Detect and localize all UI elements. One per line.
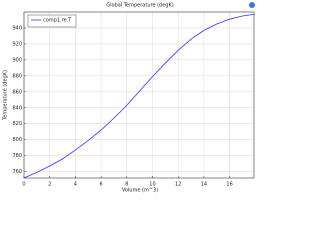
x-tick-label: 14 bbox=[201, 182, 207, 188]
line-series bbox=[23, 13, 255, 179]
y-tick-label: 780 bbox=[12, 153, 22, 159]
x-tick-label: 0 bbox=[22, 182, 25, 188]
y-tick-label: 920 bbox=[12, 41, 22, 47]
x-tick-label: 2 bbox=[48, 182, 51, 188]
legend-box bbox=[27, 14, 77, 28]
background bbox=[0, 0, 259, 194]
x-tick-label: 10 bbox=[149, 182, 155, 188]
y-tick-label: 900 bbox=[12, 57, 22, 63]
x-tick-label: 6 bbox=[100, 182, 103, 188]
y-tick-label: 860 bbox=[12, 89, 22, 95]
y-tick-label: 800 bbox=[12, 137, 22, 143]
y-tick-label: 940 bbox=[12, 25, 22, 31]
chart-title: Global Temperature (degK) bbox=[106, 3, 173, 9]
x-tick-label: 12 bbox=[175, 182, 181, 188]
x-tick-label: 16 bbox=[226, 182, 232, 188]
legend: comp1.re.T bbox=[27, 14, 77, 28]
y-tick-label: 820 bbox=[12, 121, 22, 127]
y-tick-label: 880 bbox=[12, 73, 22, 79]
x-tick-label: 8 bbox=[125, 182, 128, 188]
plot-frame bbox=[23, 11, 255, 179]
y-tick-label: 840 bbox=[12, 105, 22, 111]
x-tick-label: 4 bbox=[74, 182, 77, 188]
legend-label: comp1.re.T bbox=[43, 18, 72, 24]
y-tick-label: 760 bbox=[12, 169, 22, 175]
y-axis-label: Temperature (degK) bbox=[3, 70, 9, 121]
toolbar-icon[interactable] bbox=[249, 2, 255, 8]
x-axis-label: Volume (m^3) bbox=[122, 188, 158, 194]
chart: Global Temperature (degK) Volume (m^3) T… bbox=[0, 0, 259, 194]
